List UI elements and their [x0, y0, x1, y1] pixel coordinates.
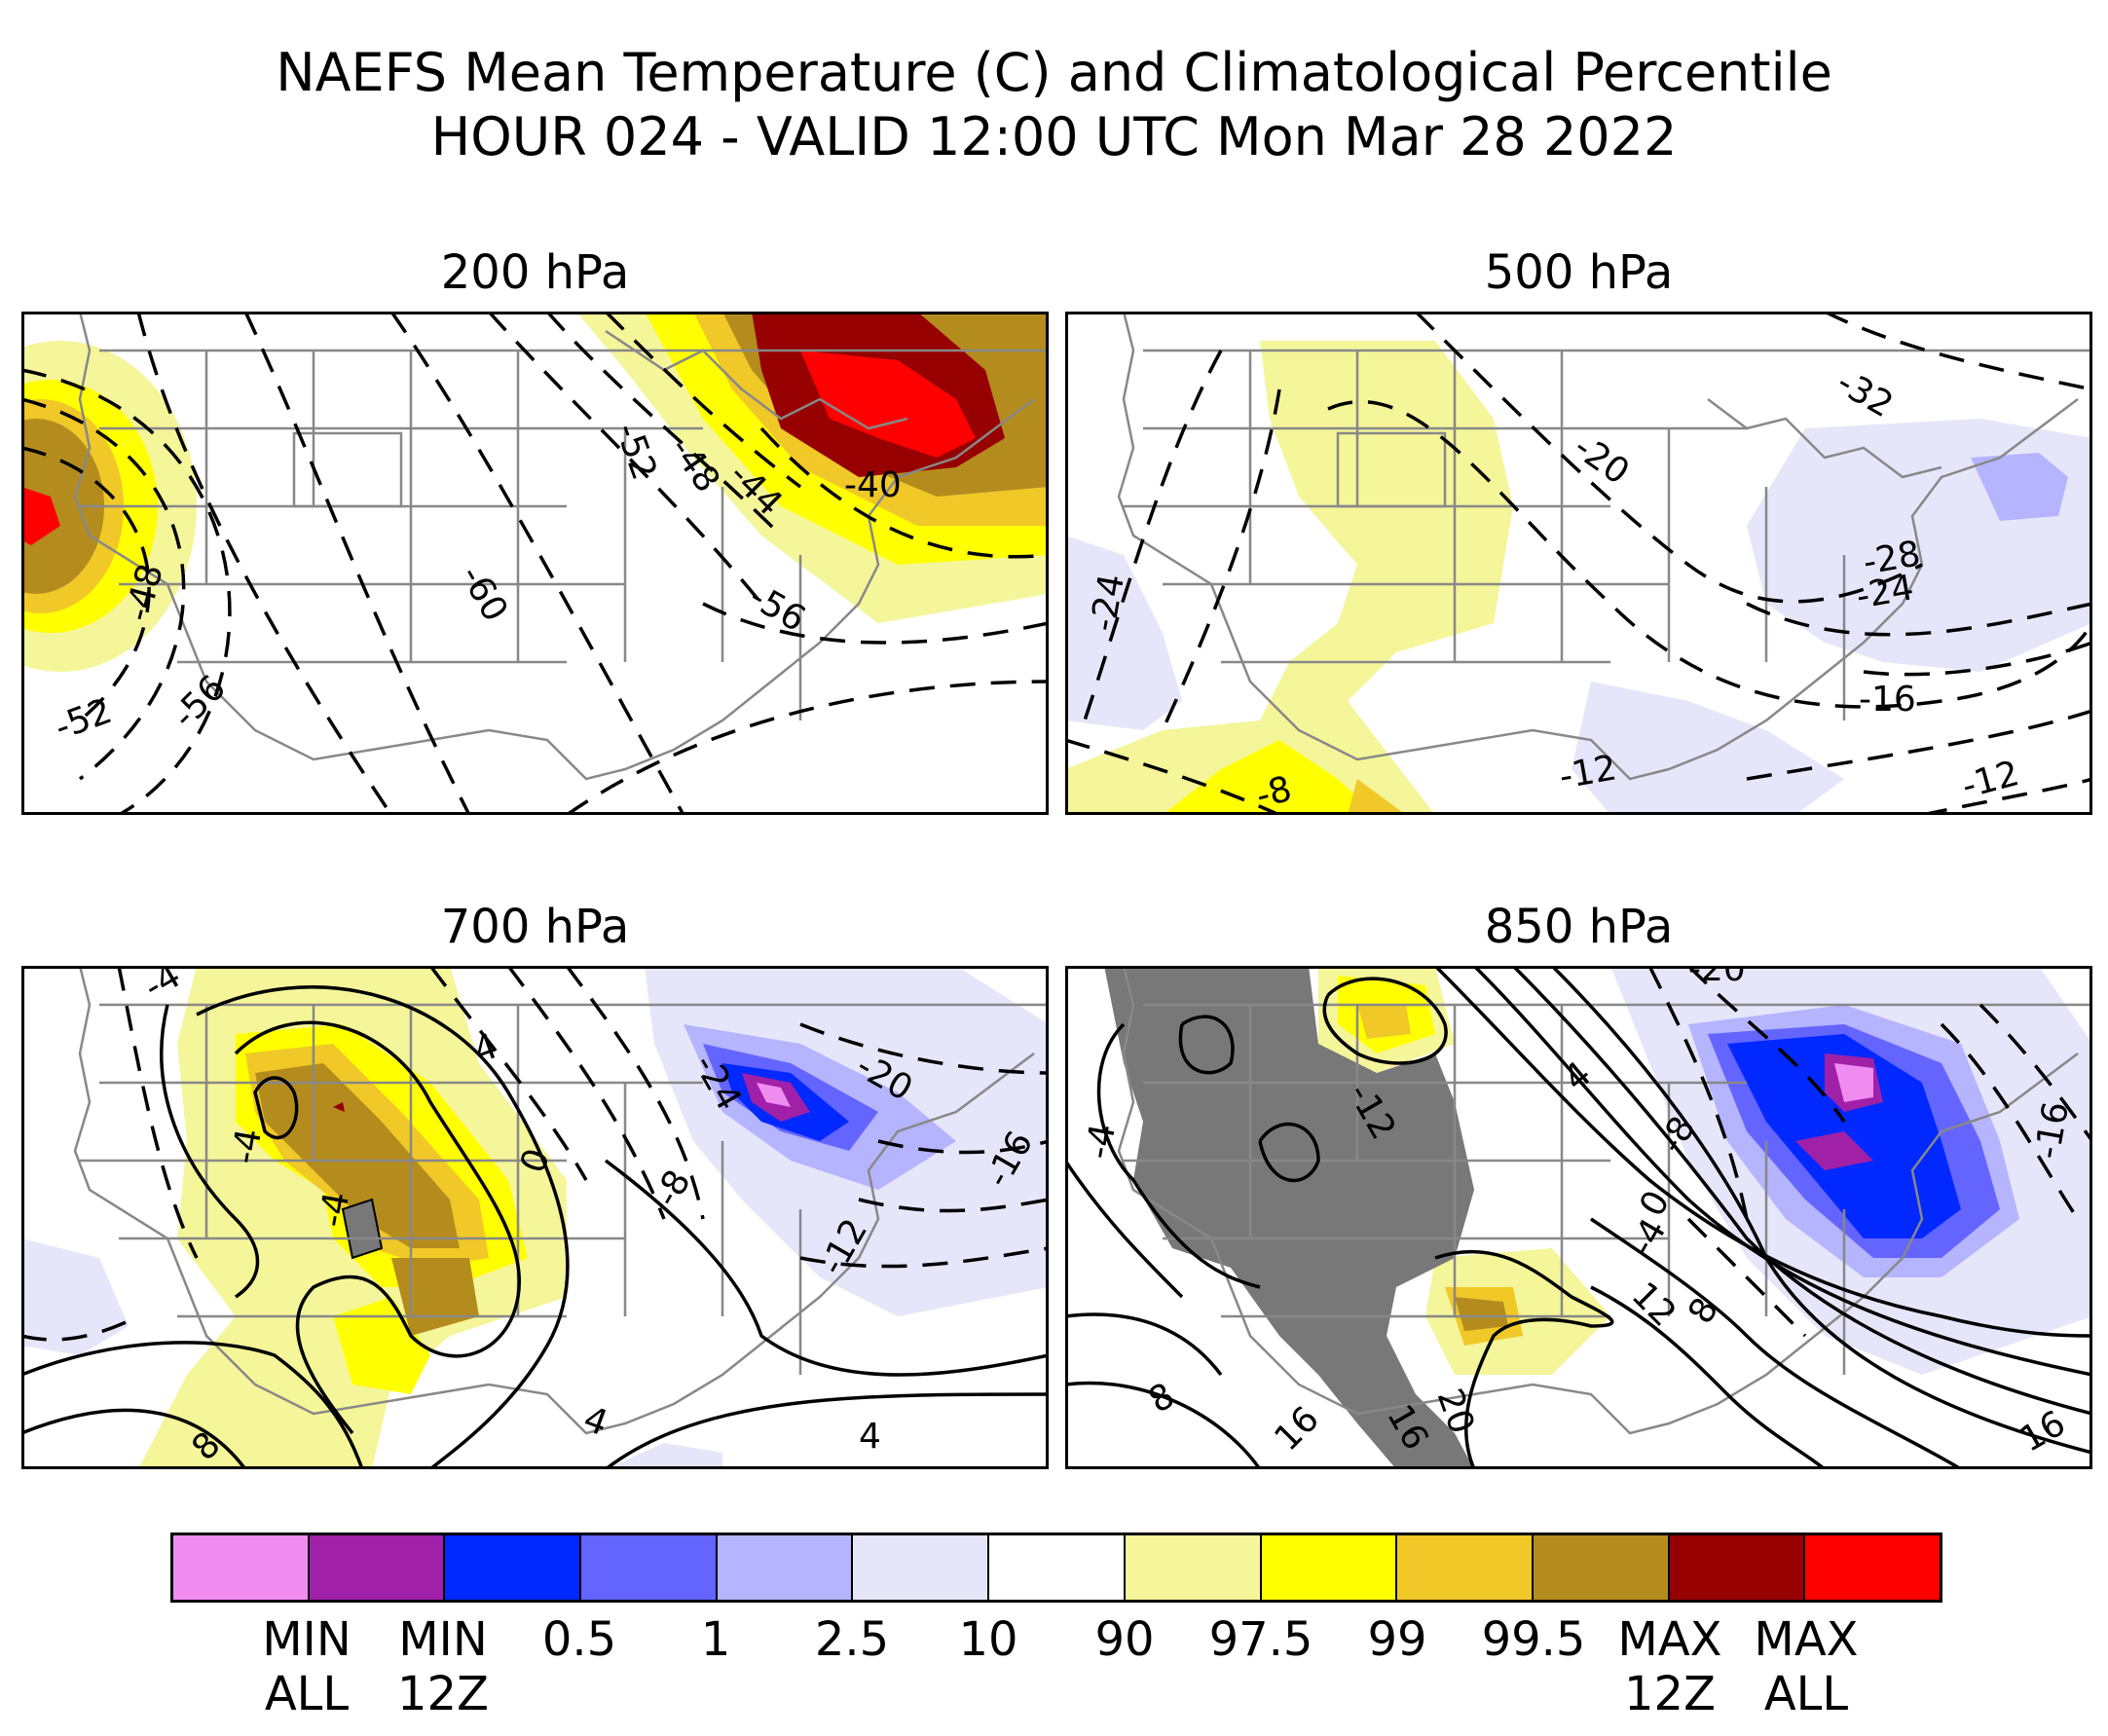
colorbar-bin: [853, 1535, 990, 1600]
colorbar-tick-label: 1: [700, 1612, 731, 1667]
contour-label: -40: [844, 465, 902, 505]
map-panel-200hpa: -52 -48 -44 -40 -48 -52 -56 -60 -56: [21, 312, 1049, 815]
colorbar-bin: [1261, 1535, 1398, 1600]
contour-label: -16: [2027, 1099, 2077, 1163]
contour-label: 16: [2014, 1403, 2072, 1459]
contour-label: -4: [1078, 1121, 1124, 1162]
contour-label: -32: [1831, 362, 1900, 425]
contour-label: -4: [224, 1126, 270, 1166]
contour-label: 16: [1267, 1399, 1326, 1459]
contour-label: -24: [1853, 568, 1916, 617]
colorbar-bin: [173, 1535, 310, 1600]
map-panel-850hpa: -20 -12 -4 4 -8 0 -4 -16 16 12 8 20 16 8…: [1065, 966, 2092, 1469]
colorbar: [170, 1533, 1942, 1603]
contour-label: -12: [1958, 754, 2023, 807]
colorbar-bin: [445, 1535, 582, 1600]
colorbar-tick-label: MIN 12Z: [397, 1612, 489, 1721]
colorbar-tick-label: 97.5: [1208, 1612, 1313, 1667]
contour-label: -60: [452, 559, 515, 628]
panel-title-700: 700 hPa: [440, 900, 630, 954]
contour-label: 4: [578, 1399, 613, 1444]
contour-label: -12: [1556, 748, 1619, 797]
chart-subtitle: HOUR 024 - VALID 12:00 UTC Mon Mar 28 20…: [430, 106, 1678, 167]
colorbar-tick-label: 2.5: [814, 1612, 890, 1667]
colorbar-tick-label: 99.5: [1481, 1612, 1586, 1667]
colorbar-bin: [1125, 1535, 1262, 1600]
colorbar-tick-label: MIN ALL: [262, 1612, 351, 1721]
colorbar-bin: [1397, 1535, 1534, 1600]
panel-title-200: 200 hPa: [440, 245, 630, 300]
colorbar-bin: [1805, 1535, 1940, 1600]
colorbar-tick-label: 0.5: [541, 1612, 617, 1667]
contour-label: 8: [1142, 1376, 1181, 1422]
chart-title: NAEFS Mean Temperature (C) and Climatolo…: [276, 42, 1832, 103]
colorbar-bin: [1669, 1535, 1806, 1600]
colorbar-bin: [309, 1535, 446, 1600]
map-panel-500hpa: -32 -20 -24 -28 -24 -16 -12 -12 -8: [1065, 312, 2092, 815]
colorbar-tick-label: 10: [958, 1612, 1018, 1667]
map-panel-700hpa: -4 4 -4 -4 0 -8 -24 -20 -16 -12 4 8 4: [21, 966, 1049, 1469]
contour-label: -52: [50, 691, 117, 749]
contour-label: -16: [1859, 680, 1916, 720]
contour-label: -4: [137, 966, 188, 1008]
contour-label: -20: [1688, 966, 1746, 989]
contour-label: -20: [1567, 427, 1637, 493]
colorbar-tick-label: 99: [1367, 1612, 1427, 1667]
contour-label: -24: [1083, 572, 1132, 635]
colorbar-bin: [717, 1535, 854, 1600]
colorbar-tick-label: 90: [1094, 1612, 1155, 1667]
colorbar-bin: [1533, 1535, 1670, 1600]
contour-label: -56: [165, 668, 234, 737]
panel-title-850: 850 hPa: [1484, 900, 1674, 954]
contour-label: 4: [859, 1417, 881, 1457]
contour-label: -8: [647, 1163, 698, 1214]
colorbar-bin: [581, 1535, 718, 1600]
colorbar-tick-label: MAX 12Z: [1617, 1612, 1722, 1721]
contour-label: 12: [1624, 1274, 1683, 1334]
panel-title-500: 500 hPa: [1484, 245, 1674, 300]
contour-label: -28: [1860, 534, 1923, 583]
colorbar-tick-label: MAX ALL: [1754, 1612, 1859, 1721]
contour-label: -4: [312, 1189, 357, 1230]
colorbar-bin: [989, 1535, 1126, 1600]
